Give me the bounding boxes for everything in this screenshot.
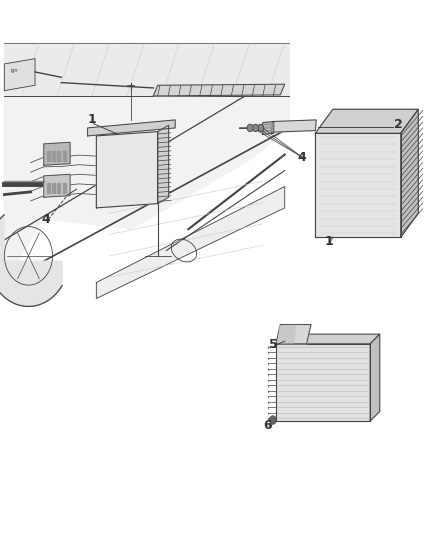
- Polygon shape: [276, 344, 370, 421]
- Polygon shape: [370, 334, 380, 421]
- Polygon shape: [315, 109, 418, 133]
- Bar: [57, 151, 60, 161]
- Text: 5: 5: [269, 337, 278, 351]
- Polygon shape: [96, 132, 158, 208]
- Circle shape: [269, 416, 276, 424]
- Circle shape: [258, 124, 264, 132]
- Text: 4: 4: [42, 213, 50, 226]
- Bar: [52, 183, 55, 193]
- Polygon shape: [401, 109, 418, 237]
- Polygon shape: [276, 334, 380, 344]
- Bar: [57, 183, 60, 193]
- Bar: [63, 151, 66, 161]
- Polygon shape: [44, 142, 70, 165]
- Text: 2: 2: [394, 118, 403, 131]
- Polygon shape: [4, 43, 289, 282]
- Polygon shape: [153, 84, 285, 96]
- Text: 6: 6: [263, 418, 272, 432]
- Circle shape: [247, 124, 253, 132]
- Text: 1: 1: [324, 235, 333, 248]
- Polygon shape: [263, 122, 274, 134]
- Bar: [47, 183, 50, 193]
- Polygon shape: [315, 133, 401, 237]
- Polygon shape: [88, 120, 175, 136]
- Bar: [63, 183, 66, 193]
- Text: ign: ign: [11, 68, 18, 73]
- Polygon shape: [4, 59, 35, 91]
- Polygon shape: [272, 120, 316, 132]
- Bar: [52, 151, 55, 161]
- Polygon shape: [278, 326, 296, 343]
- Polygon shape: [158, 125, 169, 204]
- Polygon shape: [4, 43, 289, 96]
- Polygon shape: [276, 325, 311, 344]
- Polygon shape: [96, 187, 285, 298]
- Polygon shape: [44, 174, 70, 197]
- Text: 4: 4: [298, 151, 307, 164]
- Text: 1: 1: [88, 112, 96, 126]
- Polygon shape: [0, 215, 62, 306]
- Circle shape: [252, 124, 258, 132]
- Bar: [47, 151, 50, 161]
